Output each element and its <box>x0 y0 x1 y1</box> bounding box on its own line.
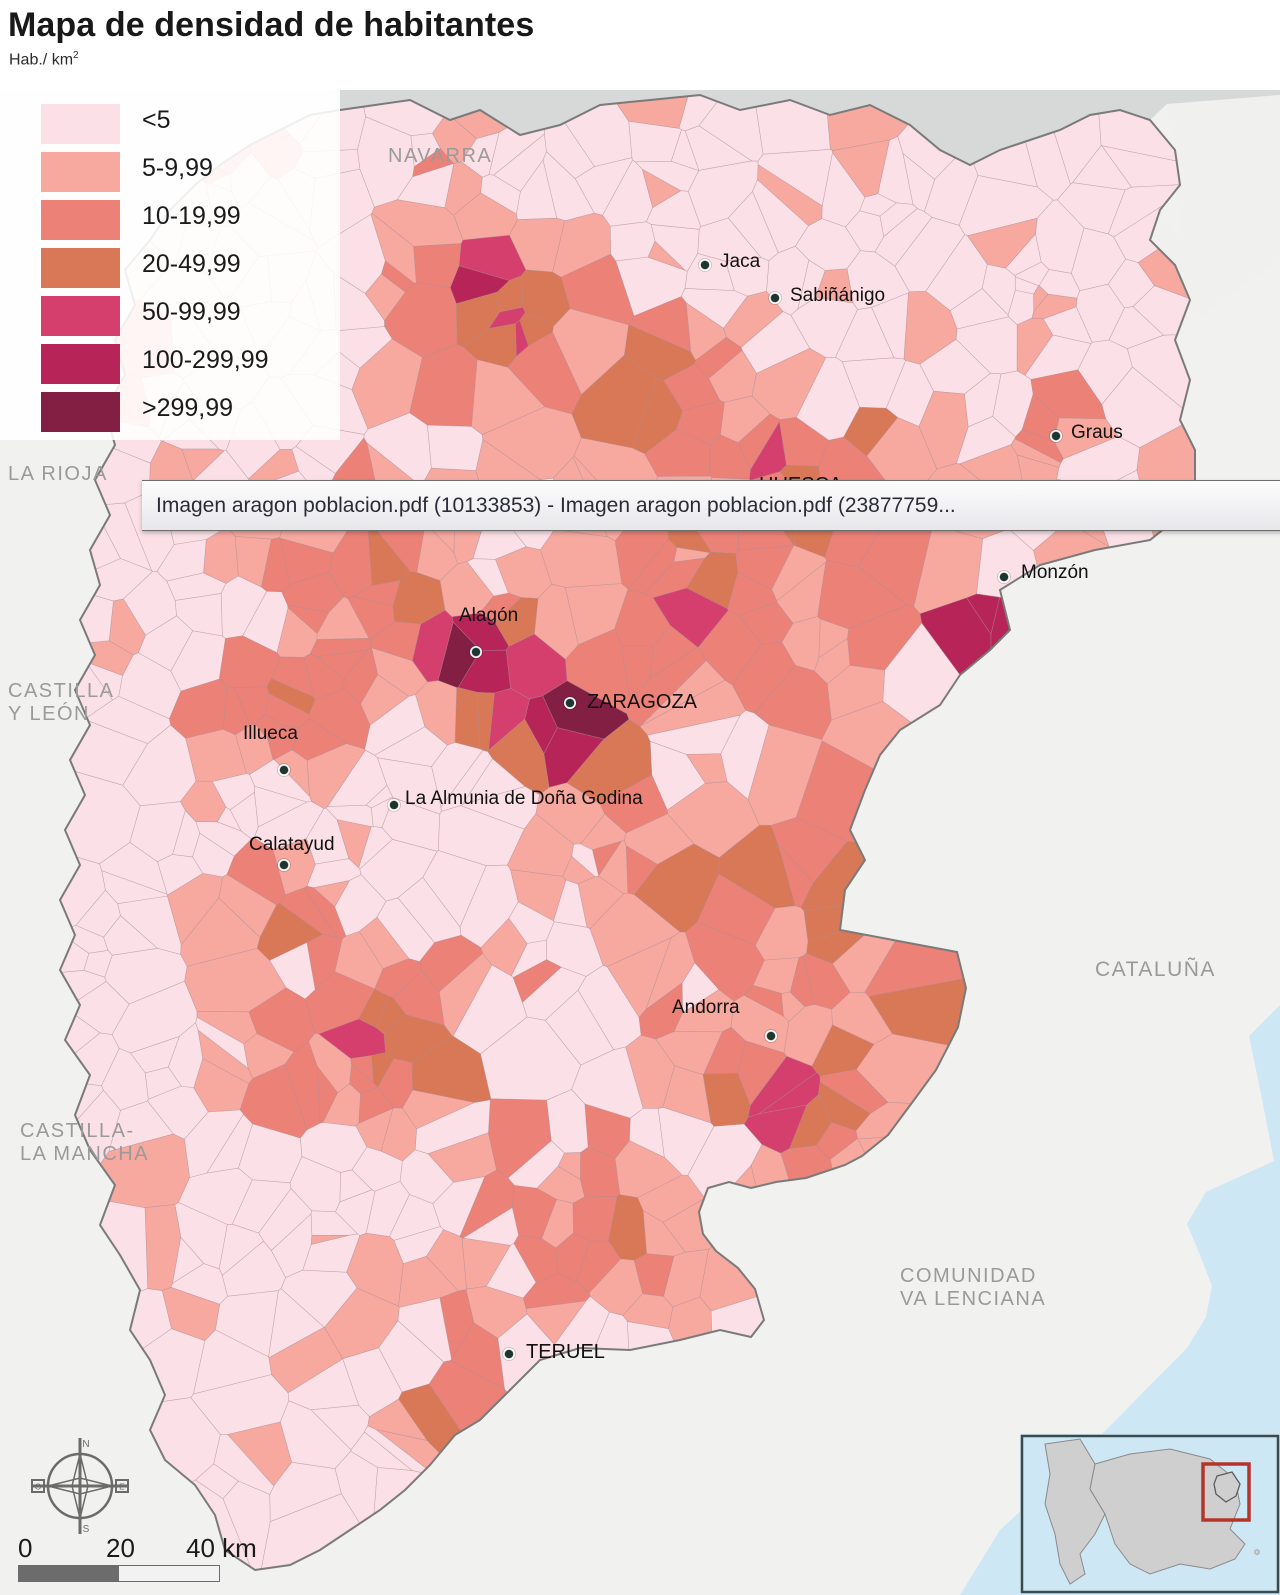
svg-text:O: O <box>35 1482 42 1492</box>
svg-text:N: N <box>82 1439 89 1450</box>
svg-text:E: E <box>119 1482 125 1492</box>
